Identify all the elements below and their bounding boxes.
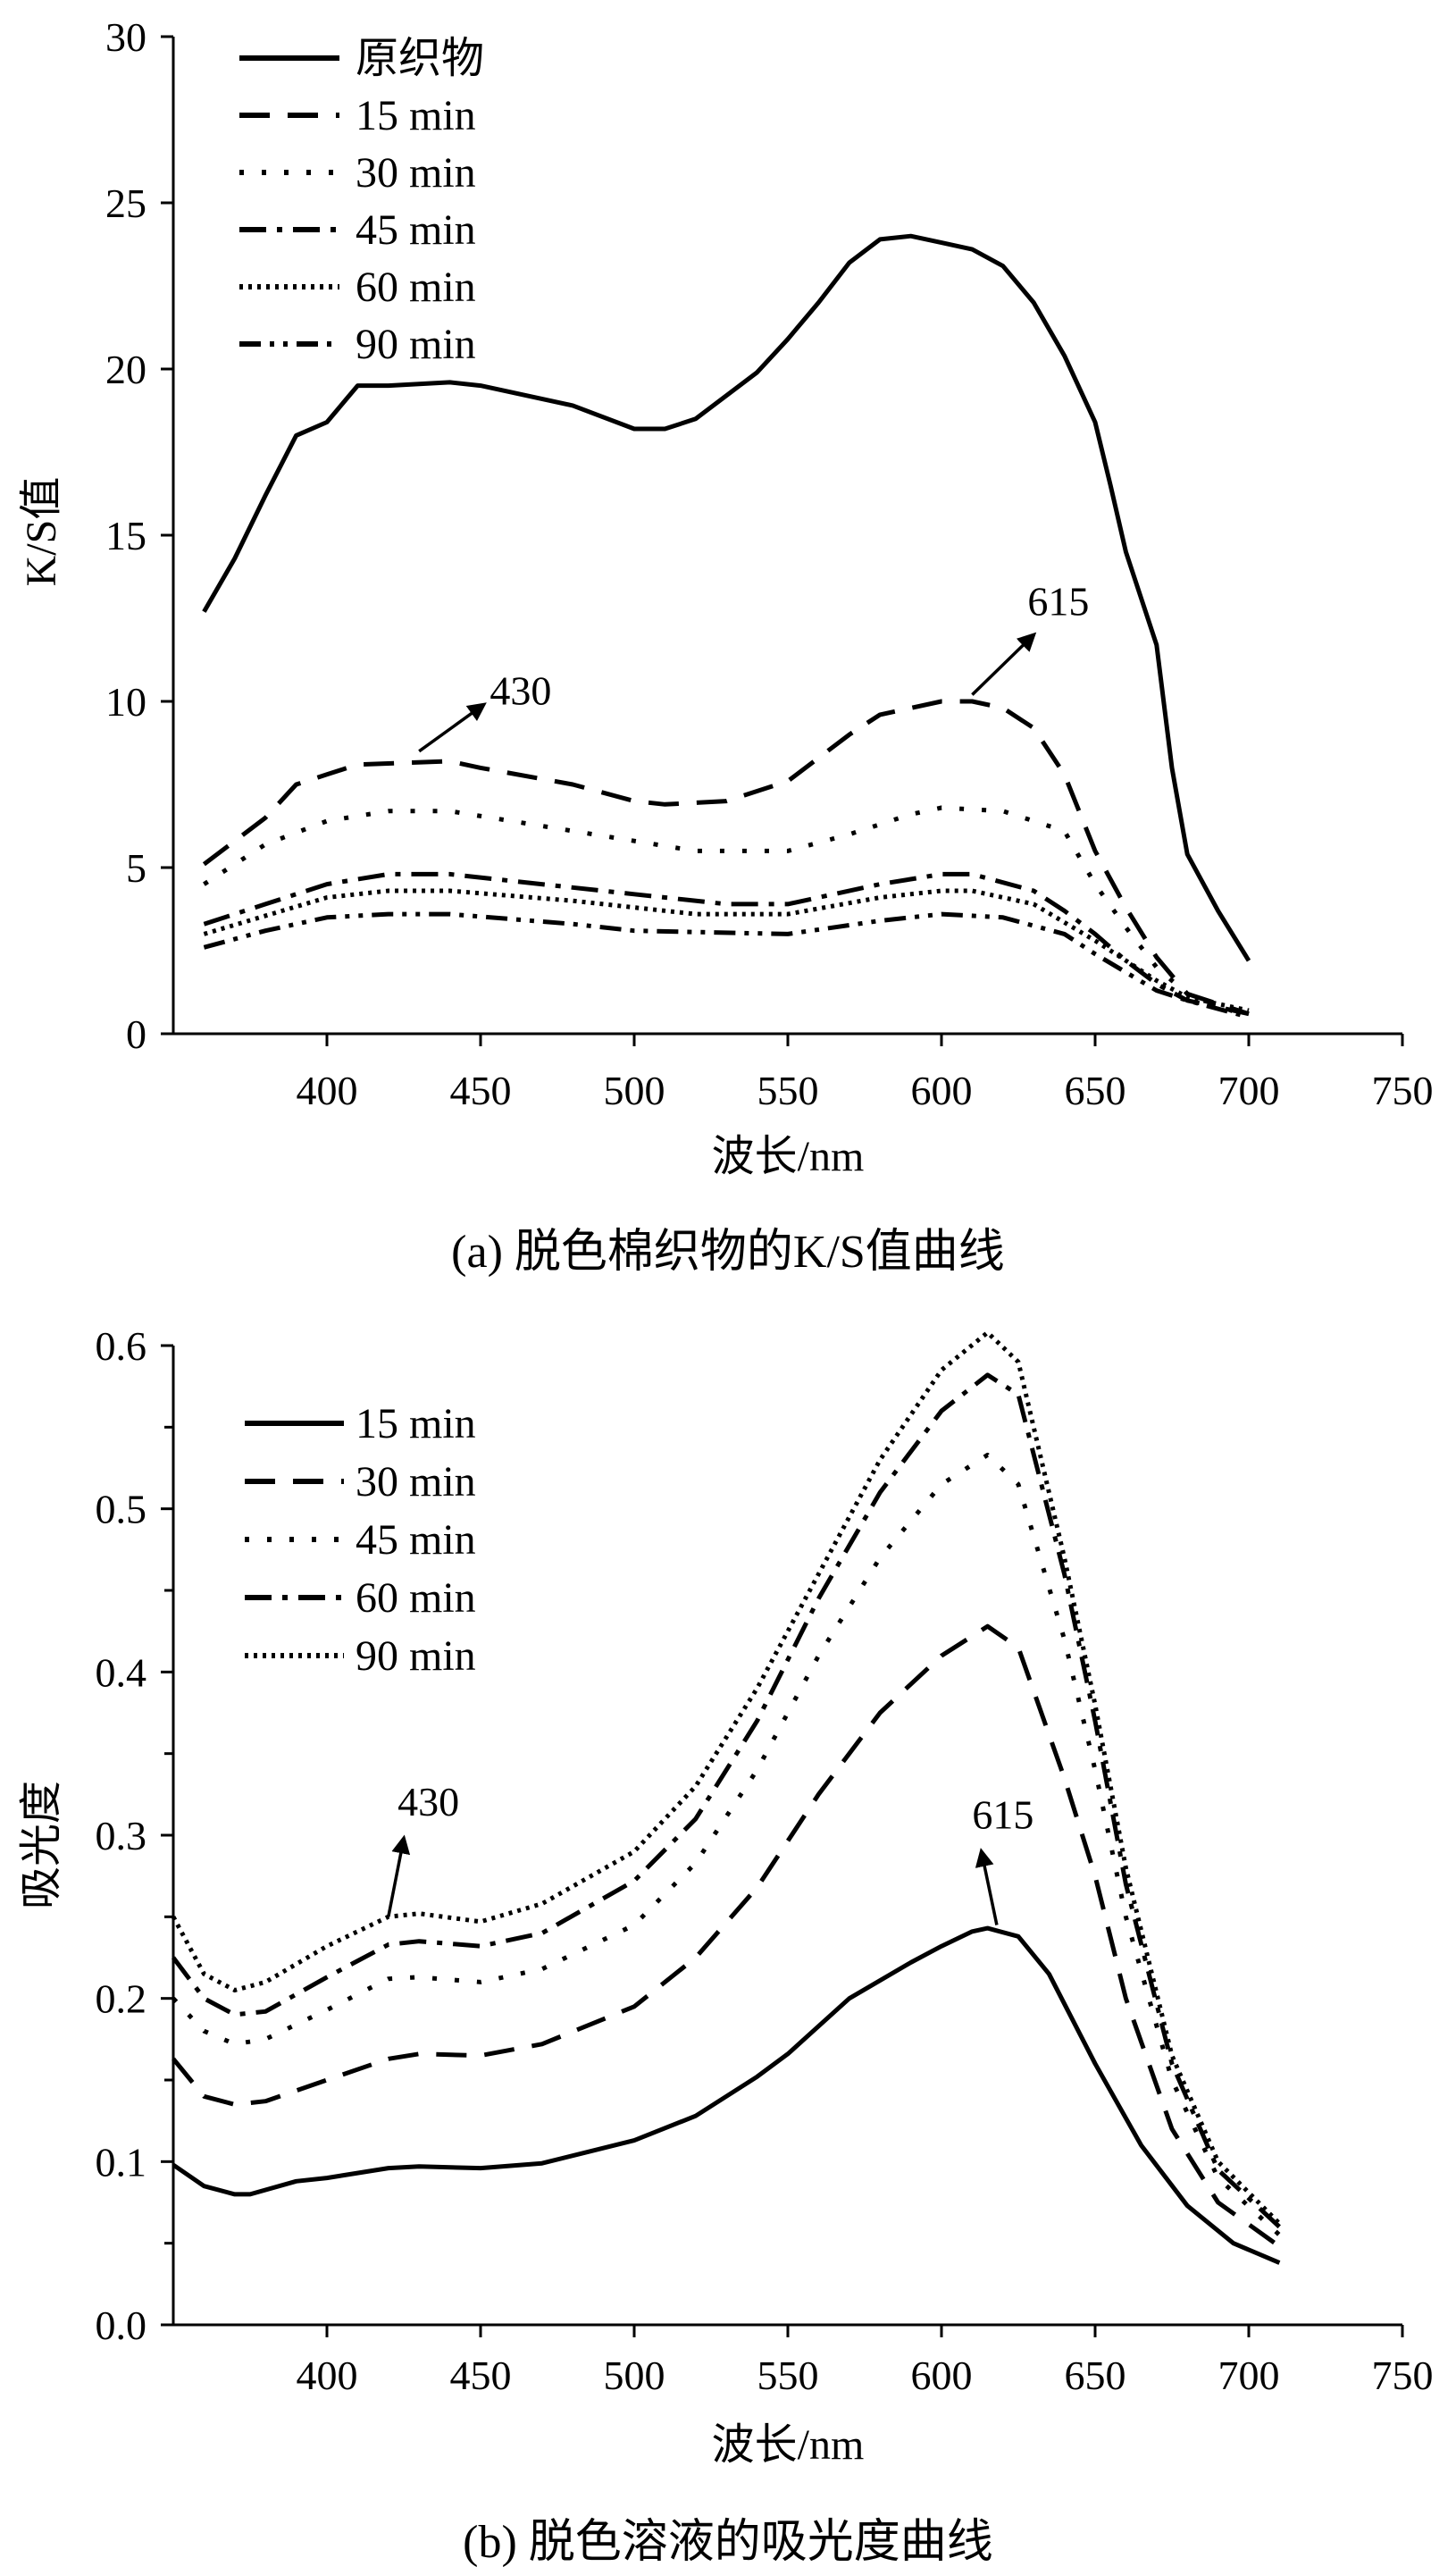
x-tick-label: 450: [450, 2353, 512, 2398]
x-tick-label: 400: [297, 2353, 358, 2398]
annotation-arrow: [387, 1834, 411, 1917]
annotation-label: 615: [1027, 578, 1089, 624]
legend-label: 15 min: [356, 1400, 476, 1447]
x-tick-label: 700: [1218, 2353, 1280, 2398]
annotation-arrow: [971, 632, 1037, 696]
x-tick-label: 500: [604, 1068, 665, 1113]
annotation-label: 430: [397, 1779, 459, 1824]
chart-caption: (a) 脱色棉织物的K/S值曲线: [451, 1227, 1005, 1278]
x-tick-label: 550: [757, 2353, 819, 2398]
y-tick-label: 30: [105, 14, 146, 60]
series-line-原织物: [202, 233, 1251, 962]
y-tick-label: 15: [105, 513, 146, 558]
series-line-60-min: [203, 888, 1250, 1013]
legend-label: 原织物: [356, 35, 484, 82]
x-axis-label: 波长/nm: [712, 1133, 865, 1180]
series-line-90-min: [203, 911, 1250, 1019]
x-tick-label: 650: [1065, 1068, 1126, 1113]
y-tick-label: 20: [105, 347, 146, 392]
series-line-45-min: [172, 1452, 1282, 2237]
y-axis-label: K/S值: [18, 477, 65, 587]
y-tick-label: 0.6: [96, 1323, 147, 1369]
chart-a-ks-curve: 400 450 500 550 600 650 700 750 0 5 10 15 20 25 30 波长/n…: [18, 14, 1434, 1278]
y-tick-label: 10: [105, 679, 146, 725]
x-tick-label: 650: [1065, 2353, 1126, 2398]
legend-label: 30 min: [356, 1458, 476, 1506]
series-line-30-min: [203, 805, 1250, 1019]
y-tick-label: 0.0: [96, 2302, 147, 2348]
series-line-90-min: [171, 1329, 1282, 2226]
legend-label: 15 min: [356, 92, 476, 139]
x-tick-label: 700: [1218, 1068, 1280, 1113]
annotation-label: 430: [490, 668, 551, 714]
legend-label: 90 min: [356, 321, 476, 368]
x-tick-label: 600: [911, 2353, 973, 2398]
legend-label: 60 min: [356, 264, 476, 311]
legend-label: 90 min: [356, 1632, 476, 1680]
y-tick-label: 0.4: [96, 1649, 147, 1695]
x-tick-label: 600: [911, 1068, 973, 1113]
series-line-15-min: [172, 1925, 1281, 2265]
x-tick-label: 750: [1372, 2353, 1434, 2398]
annotation-label: 615: [972, 1792, 1033, 1838]
x-tick-label: 400: [297, 1068, 358, 1113]
y-tick-label: 0.2: [96, 1976, 147, 2022]
x-tick-label: 500: [604, 2353, 665, 2398]
y-tick-label: 5: [126, 845, 146, 891]
x-tick-label: 450: [450, 1068, 512, 1113]
y-tick-label: 0: [126, 1011, 146, 1057]
chart-b-absorbance-curve: 400 450 500 550 600 650 700 750 0.0 0.1 0.2 0.3 0.4 0…: [18, 1323, 1434, 2568]
x-tick-label: 550: [757, 1068, 819, 1113]
legend-label: 45 min: [356, 206, 476, 254]
annotation-arrow: [975, 1848, 999, 1925]
y-tick-label: 0.3: [96, 1813, 147, 1858]
series-line-30-min: [172, 1623, 1281, 2249]
x-axis-label: 波长/nm: [712, 2421, 865, 2469]
y-axis-label: 吸光度: [18, 1781, 65, 1909]
y-tick-label: 0.5: [96, 1487, 147, 1532]
annotation-arrow: [418, 702, 487, 753]
series-line-15-min: [202, 699, 1250, 1017]
legend-label: 30 min: [356, 149, 476, 197]
chart-caption: (b) 脱色溶液的吸光度曲线: [463, 2517, 993, 2568]
y-tick-label: 0.1: [96, 2139, 147, 2185]
y-tick-label: 25: [105, 180, 146, 226]
legend-label: 45 min: [356, 1516, 476, 1564]
x-tick-label: 750: [1372, 1068, 1434, 1113]
series-line-60-min: [172, 1372, 1282, 2229]
legend-label: 60 min: [356, 1574, 476, 1622]
